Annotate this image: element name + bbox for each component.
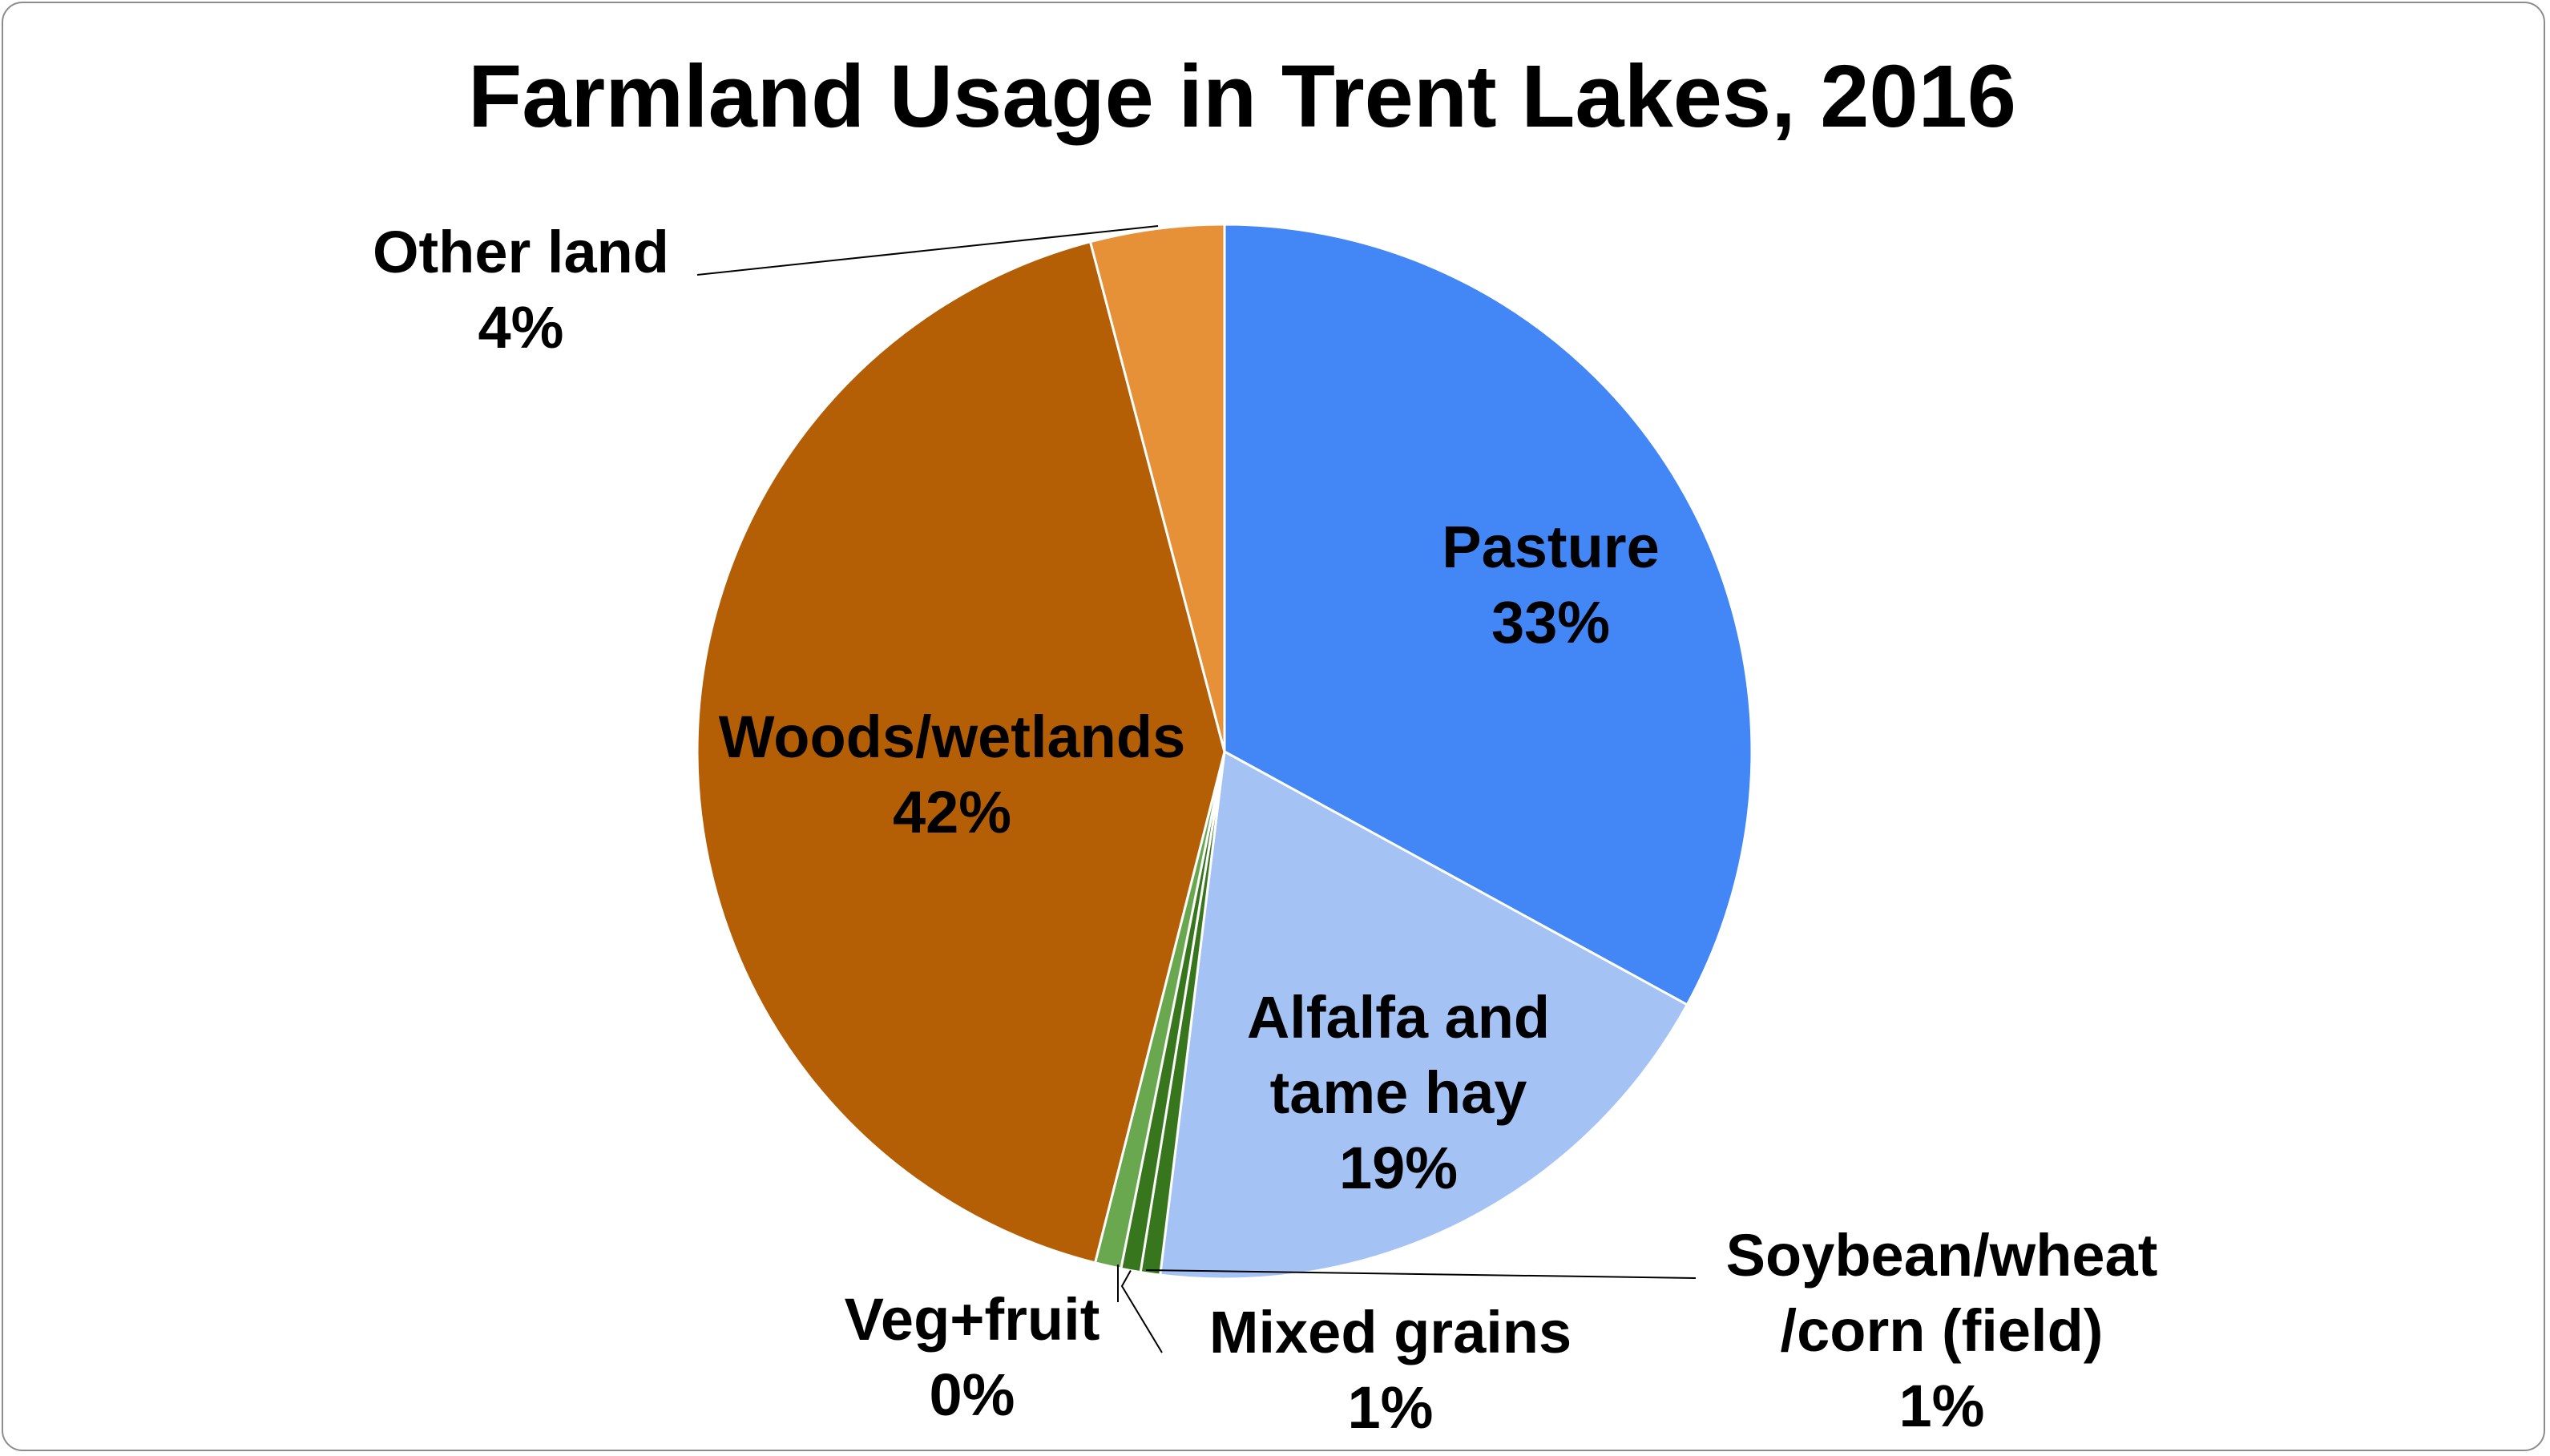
label-line: tame hay xyxy=(1270,1059,1527,1126)
label-line: Alfalfa and xyxy=(1247,984,1550,1051)
label-line: Other land xyxy=(373,219,669,285)
label-alfalfa-and-tame-hay: Alfalfa and tame hay 19% xyxy=(1247,984,1550,1201)
chart-title: Farmland Usage in Trent Lakes, 2016 xyxy=(468,47,2016,146)
label-line: 33% xyxy=(1491,589,1610,655)
label-line: 42% xyxy=(893,779,1011,845)
slice-alfalfa-and-tame-hay xyxy=(1158,749,1689,1281)
label-soybean-wheat-corn-field: Soybean/wheat/corn (field) 1% xyxy=(1726,1222,2158,1439)
slice-pasture xyxy=(1223,223,1753,1006)
label-line: 19% xyxy=(1339,1135,1458,1201)
leader-other-land xyxy=(696,225,1159,276)
leader-lines xyxy=(696,225,1697,1353)
label-pasture: Pasture 33% xyxy=(1442,514,1659,655)
label-line: /corn (field) xyxy=(1781,1297,2104,1364)
leader-soybean-wheat-corn-field xyxy=(1145,1269,1697,1279)
label-woods-wetlands: Woods/wetlands 42% xyxy=(719,704,1185,845)
label-mixed-grains: Mixed grains 1% xyxy=(1209,1299,1572,1441)
label-line: Woods/wetlands xyxy=(719,704,1185,770)
label-other-land: Other land 4% xyxy=(373,219,669,361)
label-line: Veg+fruit xyxy=(845,1286,1100,1353)
slice-labels: Pasture 33% Alfalfa and tame hay 19% Soybean/… xyxy=(373,219,2157,1441)
slice-other-land xyxy=(1088,223,1226,752)
label-veg-fruit: Veg+fruit 0% xyxy=(845,1286,1100,1428)
label-line: Mixed grains xyxy=(1209,1299,1572,1365)
leader-mixed-grains xyxy=(1120,1270,1163,1353)
label-line: Soybean/wheat xyxy=(1726,1222,2158,1289)
label-line: Pasture xyxy=(1442,514,1659,580)
label-line: 0% xyxy=(930,1361,1015,1428)
label-line: 1% xyxy=(1899,1373,1985,1439)
label-line: 1% xyxy=(1348,1374,1434,1441)
label-line: 4% xyxy=(478,294,564,361)
slice-woods-wetlands xyxy=(696,240,1226,1264)
pie-slices xyxy=(696,223,1753,1281)
